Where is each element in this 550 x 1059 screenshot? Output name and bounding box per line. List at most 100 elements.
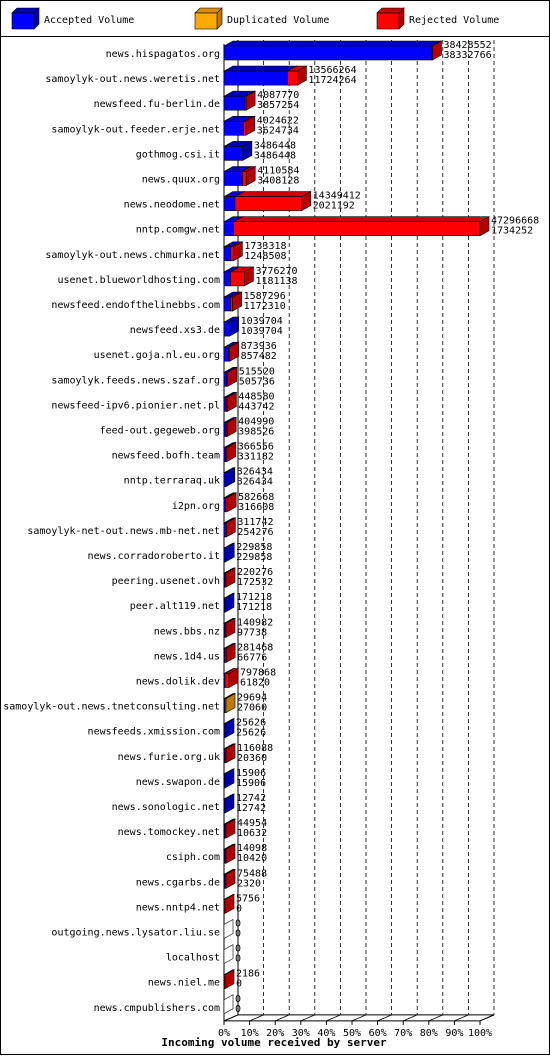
bar-side (224, 768, 235, 789)
value-label-accepted-news-dolik-dev: 61820 (240, 678, 270, 689)
x-tick-label: 50% (343, 1028, 361, 1039)
bar-accepted-volume-samoylyk-out-news-chmurka-net (223, 246, 232, 262)
value-label-total-samoylyk-out-news-chmurka-net: 1733318 (244, 241, 286, 252)
bar-accepted-volume-news-hispagatos-org (223, 45, 432, 61)
value-label-accepted-usenet-goja-nl-eu-org: 857482 (241, 351, 277, 362)
floor-line-70 (403, 1014, 418, 1022)
category-label-peering-usenet-ovh: peering.usenet.ovh (112, 576, 220, 587)
value-label-total-news-neodome-net: 14349412 (313, 191, 361, 202)
floor-line-90 (454, 1014, 469, 1022)
category-label-news-sonologic-net: news.sonologic.net (112, 802, 220, 813)
value-label-total-news-bbs-nz: 140982 (237, 617, 273, 628)
bars (222, 40, 491, 1015)
bar-side (301, 191, 311, 212)
bar-accepted-volume-newsfeed-fu-berlin-de (223, 95, 246, 111)
bar-side (229, 316, 239, 337)
category-label-feed-out-gegeweb-org: feed-out.gegeweb.org (100, 426, 220, 437)
x-tick-label: 10% (241, 1028, 259, 1039)
value-label-accepted-csiph-com: 10420 (237, 853, 267, 864)
value-label-total-newsfeed-endofthelinebbs-com: 1587296 (244, 291, 286, 302)
value-label-accepted-news-bbs-nz: 97738 (237, 627, 267, 638)
bar-rejected-volume-samoylyk-out-news-chmurka-net (230, 246, 234, 262)
bar-side (479, 216, 490, 237)
category-label-news-cgarbs-de: news.cgarbs.de (136, 877, 220, 888)
bar-top-rejected-volume (232, 216, 491, 222)
value-label-accepted-outgoing-news-lysator-liu-se: 0 (235, 929, 241, 940)
value-label-accepted-news-neodome-net: 2021192 (313, 201, 355, 212)
value-label-total-news-hispagatos-org: 38428552 (443, 40, 491, 51)
category-label-localhost: localhost (166, 953, 220, 964)
legend-swatch-rejected-volume (376, 12, 400, 30)
value-label-accepted-feed-out-gegeweb-org: 398526 (238, 427, 274, 438)
category-label-news-nntp4-net: news.nntp4.net (136, 902, 220, 913)
bar-side (245, 90, 256, 111)
floor-line-0 (223, 1014, 239, 1022)
category-label-newsfeed-fu-berlin-de: newsfeed.fu-berlin.de (94, 99, 220, 110)
value-label-accepted-nntp-terraraq-uk: 326434 (237, 477, 273, 488)
bar-rejected-volume-news-neodome-net (234, 196, 302, 211)
bar-side (224, 969, 235, 990)
value-label-accepted-i2pn-org: 316608 (238, 502, 274, 513)
bar-rejected-volume-news-dolik-dev (224, 673, 230, 688)
value-label-accepted-news-cgarbs-de: 2320 (237, 878, 261, 889)
value-label-accepted-usenet-blueworldhosting-com: 1181138 (255, 276, 297, 287)
category-label-news-neodome-net: news.neodome.net (124, 200, 220, 211)
category-label-outgoing-news-lysator-liu-se: outgoing.news.lysator.liu.se (51, 928, 220, 939)
x-tick-label: 80% (420, 1028, 438, 1039)
bar-accepted-volume-samoylyk-out-news-weretis-net (223, 70, 288, 86)
category-label-newsfeed-xs3-de: newsfeed.xs3.de (130, 325, 220, 336)
value-label-total-samoylyk-net-out-news-mb-net-net: 311742 (237, 517, 273, 528)
bar-side (225, 642, 236, 663)
value-label-accepted-peer-alt119-net: 171218 (236, 602, 272, 613)
bar-side (297, 65, 307, 86)
category-label-nntp-terraraq-uk: nntp.terraraq.uk (124, 476, 220, 487)
category-label-news-quux-org: news.quux.org (142, 175, 220, 186)
value-label-total-news-1d4-us: 281468 (237, 642, 273, 653)
category-label-news-bbs-nz: news.bbs.nz (154, 626, 220, 637)
floor-line-50 (351, 1014, 367, 1022)
bar-rejected-volume-newsfeed-endofthelinebbs-com (230, 296, 233, 312)
legend-swatch-accepted-volume (11, 12, 35, 30)
value-label-accepted-newsfeed-fu-berlin-de: 3857254 (257, 100, 299, 111)
value-label-total-news-corradoroberto-it: 229858 (236, 542, 272, 553)
category-label-newsfeeds-xmission-com: newsfeeds.xmission.com (88, 727, 220, 738)
category-label-samoylyk-out-feeder-erje-net: samoylyk-out.feeder.erje.net (51, 124, 220, 135)
floor-line-10 (249, 1014, 264, 1022)
value-label-total-news-swapon-de: 15906 (236, 768, 266, 779)
bar-side (225, 467, 236, 488)
bar-side (245, 165, 256, 187)
bar-accepted-volume-newsfeed-ipv6-pionier-net-pl (223, 397, 227, 412)
value-label-accepted-news-sonologic-net: 12742 (236, 803, 266, 814)
value-label-accepted-samoylyk-net-out-news-mb-net-net: 254276 (237, 527, 273, 538)
category-label-samoylyk-out-news-weretis-net: samoylyk-out.news.weretis.net (45, 74, 220, 85)
category-label-nntp-comgw-net: nntp.comgw.net (136, 225, 220, 236)
bar-side (226, 517, 236, 538)
value-label-accepted-news-swapon-de: 15906 (236, 778, 266, 789)
value-label-total-nntp-terraraq-uk: 326434 (237, 467, 273, 478)
bar-side (225, 818, 236, 839)
bar-side (242, 140, 253, 161)
value-label-accepted-samoylyk-out-news-chmurka-net: 1248508 (244, 251, 286, 262)
bar-side (244, 266, 254, 287)
legend-label-accepted-volume: Accepted Volume (44, 15, 134, 26)
value-label-total-news-niel-me: 2186 (236, 969, 260, 980)
category-label-news-corradoroberto-it: news.corradoroberto.it (88, 551, 220, 562)
bar-accepted-volume-gothmog-csi-it (223, 146, 244, 161)
value-label-total-samoylyk-out-news-tnetconsulting-net: 29694 (237, 693, 267, 704)
bar-side (224, 592, 235, 613)
category-label-newsfeed-endofthelinebbs-com: newsfeed.endofthelinebbs.com (51, 300, 220, 311)
category-label-news-1d4-us: news.1d4.us (154, 651, 220, 662)
category-label-news-dolik-dev: news.dolik.dev (136, 677, 220, 688)
x-tick-label: 40% (317, 1028, 335, 1039)
bar-side (225, 567, 236, 588)
bar-side (224, 718, 235, 739)
value-label-accepted-localhost: 0 (235, 954, 241, 965)
x-tick-label: 60% (369, 1028, 387, 1039)
category-label-samoylyk-feeds-news-szaf-org: samoylyk.feeds.news.szaf.org (51, 375, 220, 386)
value-label-total-gothmog-csi-it: 3486448 (254, 140, 296, 151)
category-label-gothmog-csi-it: gothmog.csi.it (136, 149, 220, 160)
legend-swatch-duplicated-volume (194, 12, 218, 30)
bar-rejected-volume-samoylyk-out-feeder-erje-net (243, 121, 247, 136)
value-label-accepted-newsfeed-endofthelinebbs-com: 1172310 (244, 301, 286, 312)
value-label-accepted-gothmog-csi-it: 3486448 (254, 150, 296, 161)
